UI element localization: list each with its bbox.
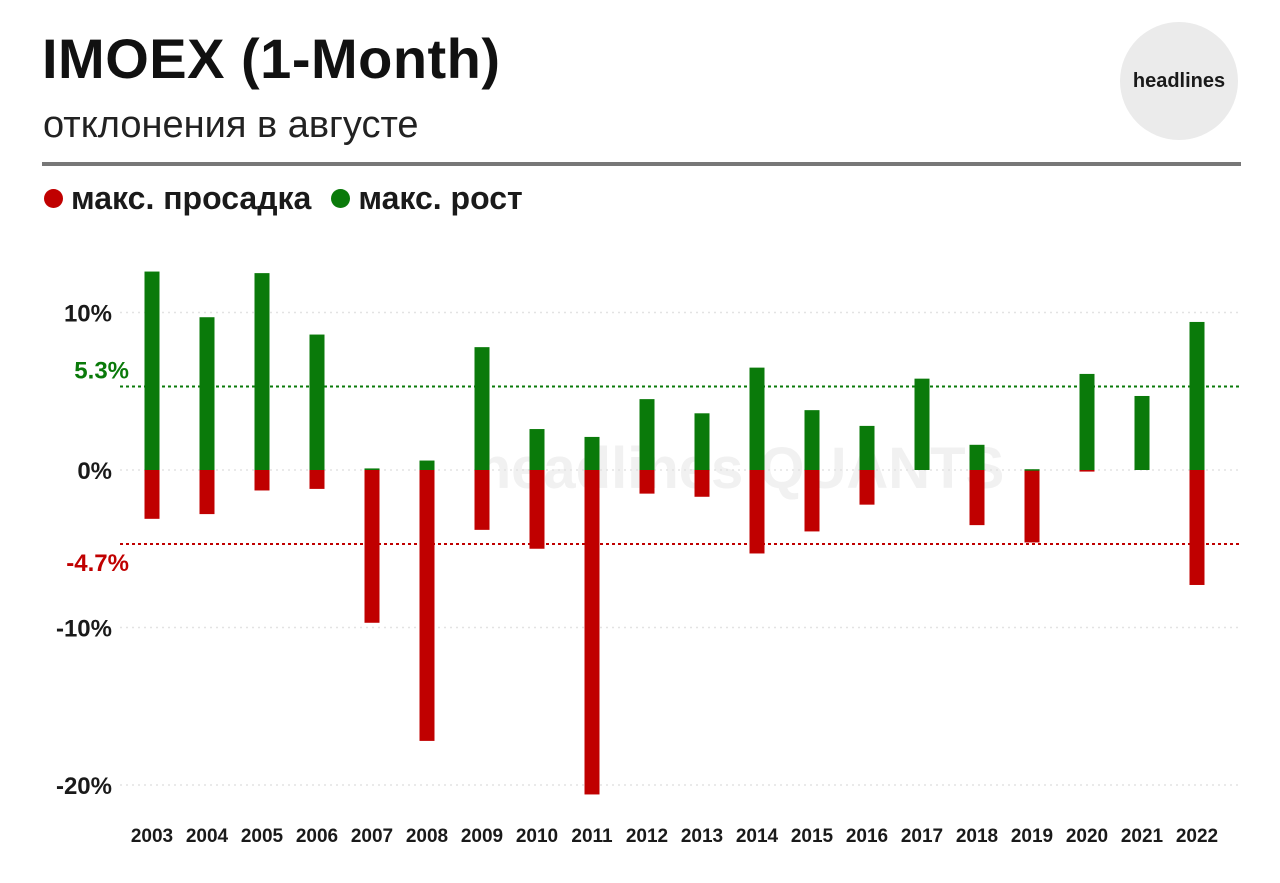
growth-bar bbox=[749, 367, 765, 470]
drawdown-bar bbox=[1189, 470, 1205, 585]
growth-bar bbox=[1079, 373, 1095, 470]
x-tick-label: 2015 bbox=[791, 826, 834, 847]
drawdown-bar bbox=[199, 470, 215, 515]
growth-bar bbox=[254, 273, 270, 470]
growth-bar bbox=[804, 410, 820, 470]
x-tick-label: 2007 bbox=[351, 826, 393, 847]
x-tick-label: 2014 bbox=[736, 826, 779, 847]
growth-bar bbox=[639, 399, 655, 470]
y-tick-label: 0% bbox=[77, 458, 112, 485]
growth-bar bbox=[1189, 321, 1205, 470]
x-tick-label: 2018 bbox=[956, 826, 998, 847]
y-tick-label: 10% bbox=[64, 301, 112, 328]
drawdown-bar bbox=[859, 470, 875, 505]
growth-bar bbox=[419, 460, 435, 470]
x-tick-label: 2006 bbox=[296, 826, 338, 847]
growth-bar bbox=[694, 413, 710, 470]
x-tick-label: 2019 bbox=[1011, 826, 1053, 847]
reference-line-label: 5.3% bbox=[74, 358, 129, 385]
drawdown-bar bbox=[144, 470, 160, 519]
x-tick-label: 2012 bbox=[626, 826, 668, 847]
drawdown-bar bbox=[364, 470, 380, 623]
legend-label-drawdown: макс. просадка bbox=[71, 179, 312, 216]
x-tick-label: 2016 bbox=[846, 826, 888, 847]
drawdown-bar bbox=[1024, 470, 1040, 543]
red-dot-icon bbox=[44, 188, 63, 208]
x-tick-label: 2013 bbox=[681, 826, 723, 847]
growth-bar bbox=[199, 317, 215, 470]
growth-bar bbox=[529, 429, 545, 470]
drawdown-bar bbox=[969, 470, 985, 526]
drawdown-bar bbox=[529, 470, 545, 549]
drawdown-bar bbox=[804, 470, 820, 532]
drawdown-bar bbox=[309, 470, 325, 489]
x-tick-label: 2010 bbox=[516, 826, 558, 847]
x-tick-label: 2022 bbox=[1176, 826, 1218, 847]
drawdown-bar bbox=[254, 470, 270, 491]
growth-bar bbox=[584, 436, 600, 470]
x-tick-label: 2017 bbox=[901, 826, 943, 847]
growth-bar bbox=[914, 378, 930, 470]
drawdown-bar bbox=[584, 470, 600, 795]
x-tick-label: 2008 bbox=[406, 826, 448, 847]
reference-line-label: -4.7% bbox=[66, 550, 129, 577]
headlines-logo-badge: headlines bbox=[1120, 22, 1238, 140]
growth-bar bbox=[144, 271, 160, 470]
x-tick-label: 2005 bbox=[241, 826, 284, 847]
growth-bar bbox=[364, 468, 380, 470]
drawdown-bar bbox=[419, 470, 435, 741]
x-tick-label: 2020 bbox=[1066, 826, 1108, 847]
x-tick-label: 2003 bbox=[131, 826, 173, 847]
drawdown-bar bbox=[474, 470, 490, 530]
legend-item-drawdown: макс. просадка bbox=[44, 180, 311, 217]
x-tick-label: 2021 bbox=[1121, 826, 1164, 847]
drawdown-bar bbox=[1079, 470, 1095, 472]
legend: макс. просадка макс. рост bbox=[44, 176, 543, 220]
header-divider bbox=[42, 162, 1241, 166]
legend-item-growth: макс. рост bbox=[331, 179, 523, 217]
chart-subtitle: отклонения в августе bbox=[43, 104, 419, 146]
growth-bar bbox=[474, 347, 490, 470]
drawdown-bar bbox=[694, 470, 710, 497]
chart-title: IMOEX (1-Month) bbox=[42, 27, 501, 90]
x-tick-label: 2009 bbox=[461, 826, 503, 847]
drawdown-bar bbox=[749, 470, 765, 554]
growth-bar bbox=[969, 444, 985, 470]
x-tick-label: 2011 bbox=[571, 826, 613, 847]
legend-label-growth: макс. рост bbox=[358, 179, 523, 216]
drawdown-bar bbox=[639, 470, 655, 494]
x-tick-label: 2004 bbox=[186, 826, 229, 847]
y-tick-label: -20% bbox=[56, 773, 112, 800]
green-dot-icon bbox=[331, 188, 351, 208]
growth-bar bbox=[1134, 395, 1150, 470]
y-tick-label: -10% bbox=[56, 616, 112, 643]
growth-bar bbox=[309, 334, 325, 470]
growth-bar bbox=[1024, 469, 1040, 471]
growth-bar bbox=[859, 425, 875, 470]
